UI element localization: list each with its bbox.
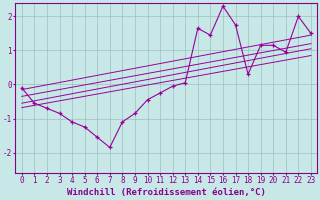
X-axis label: Windchill (Refroidissement éolien,°C): Windchill (Refroidissement éolien,°C) [67, 188, 266, 197]
